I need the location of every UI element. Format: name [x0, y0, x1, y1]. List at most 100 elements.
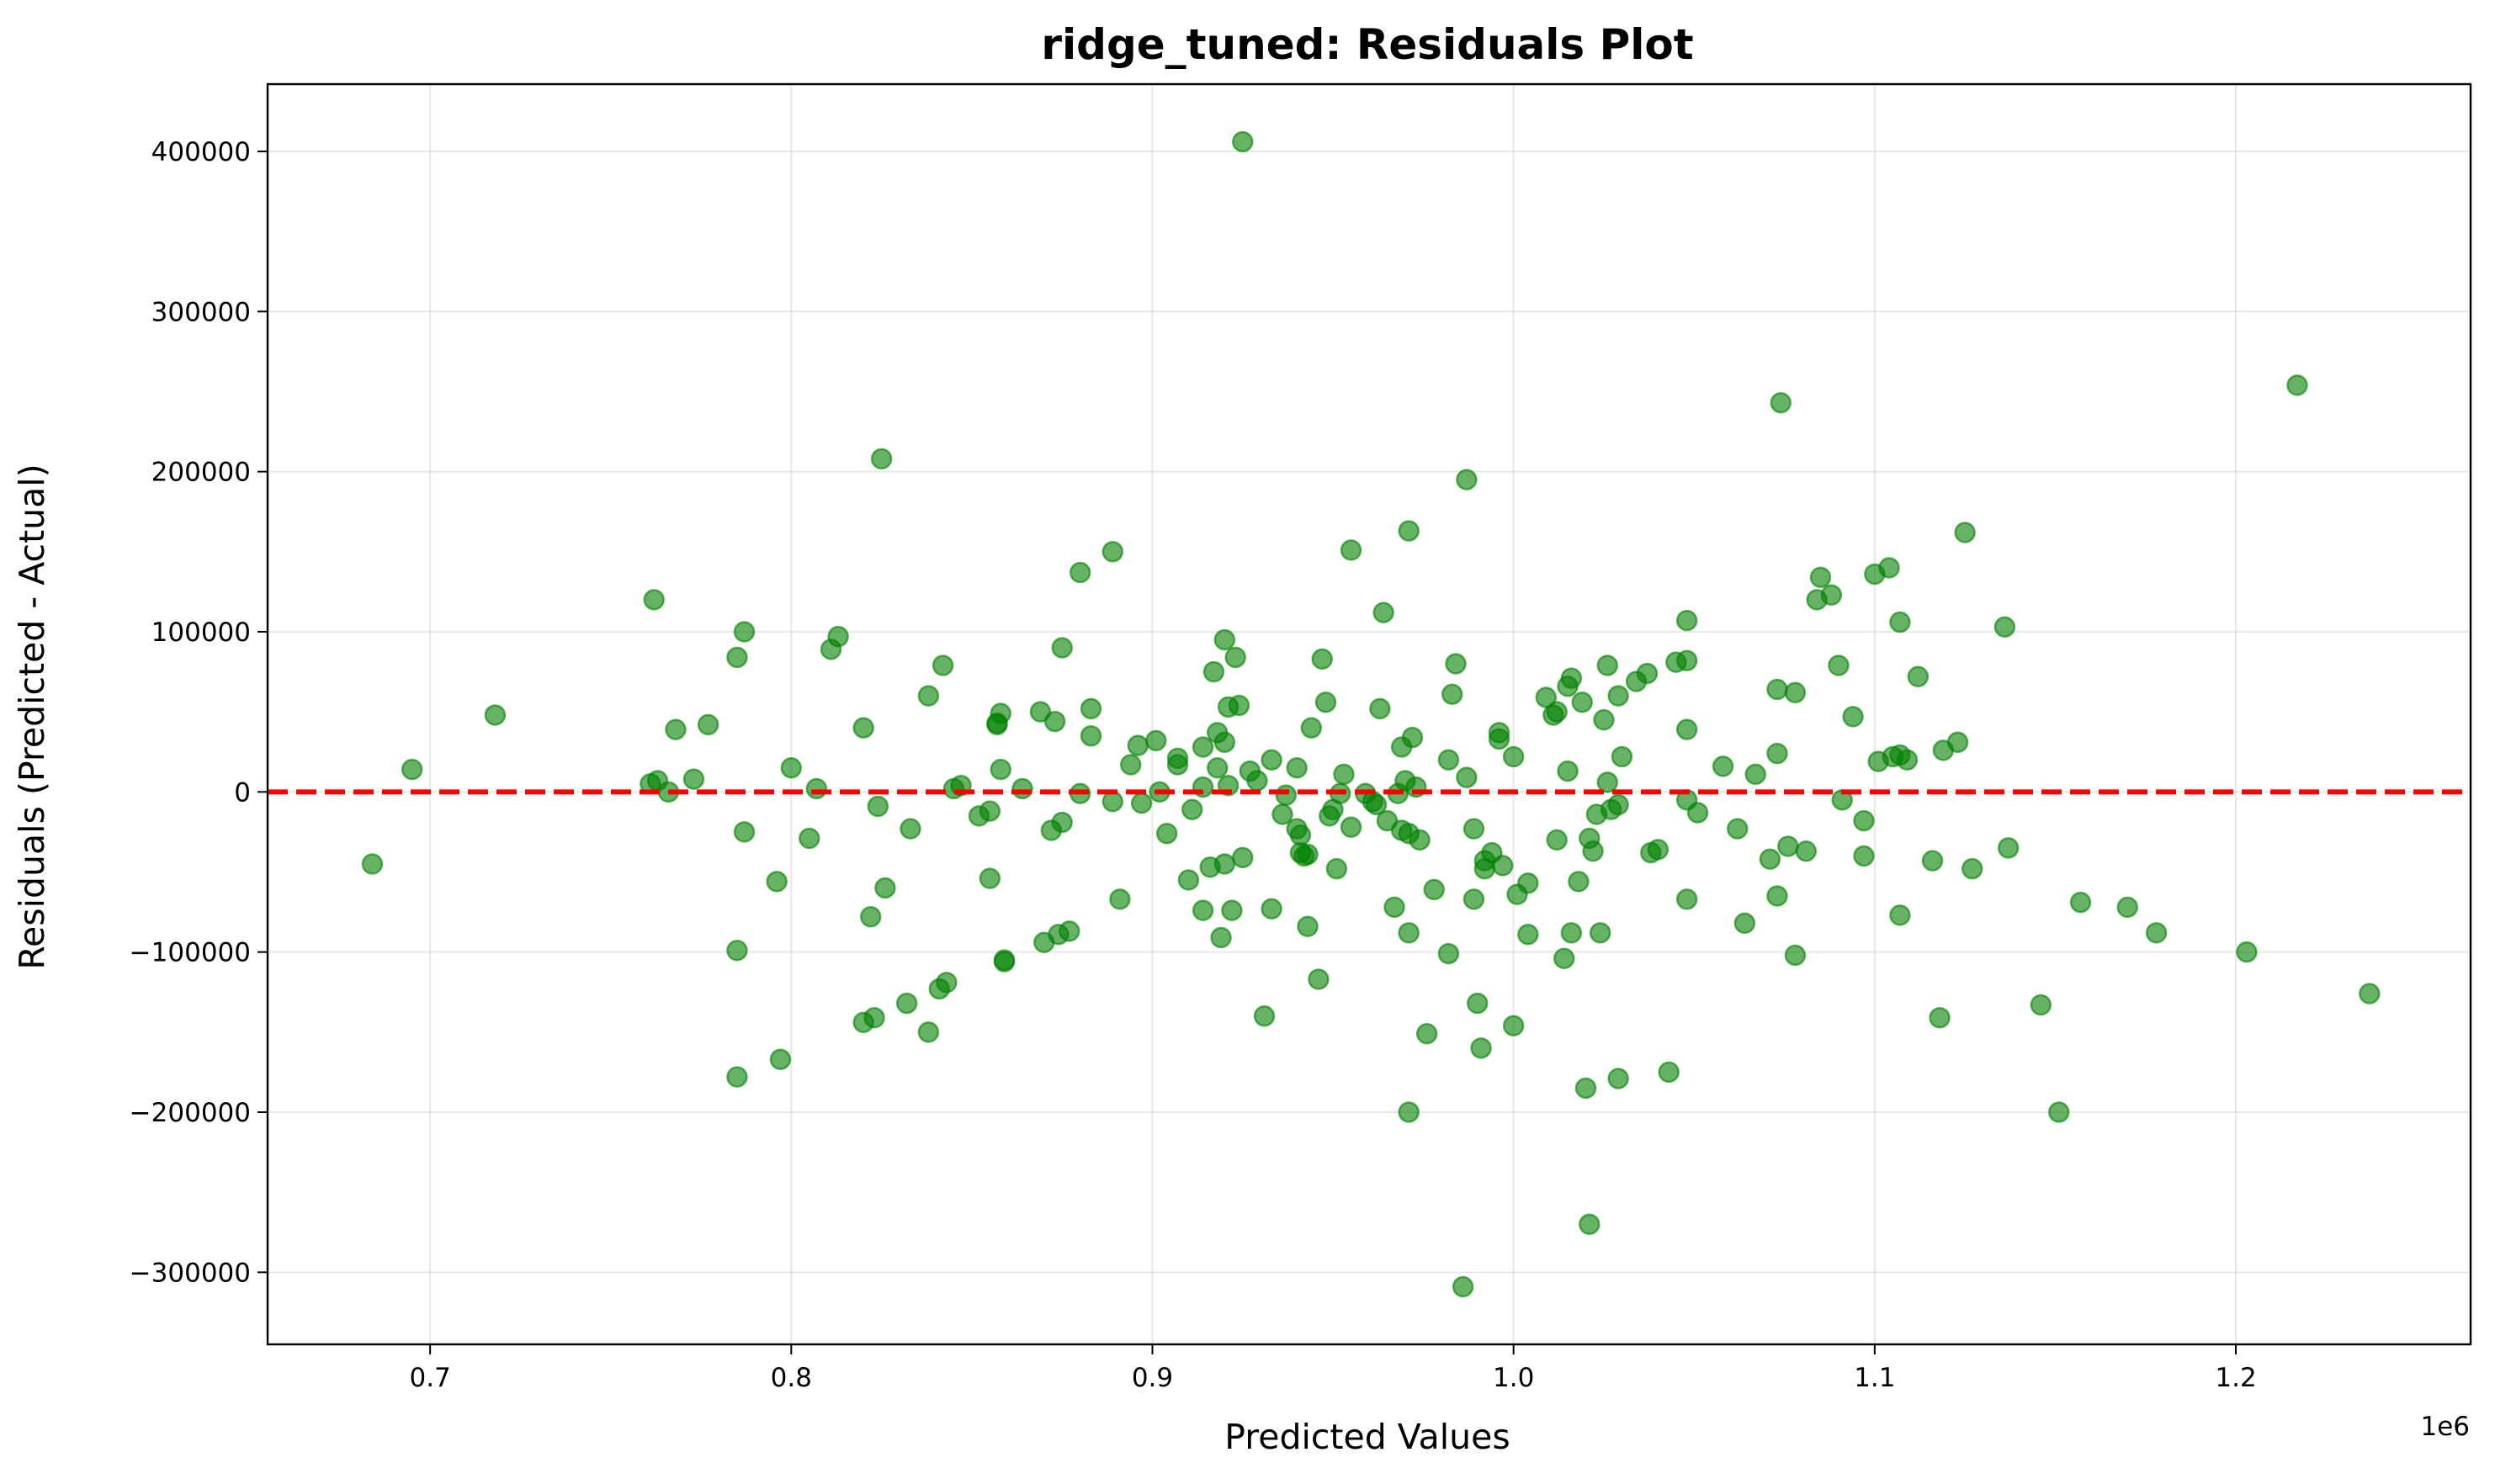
data-point: [726, 646, 748, 669]
plot-frame: [266, 82, 2472, 1346]
data-point: [1437, 749, 1460, 771]
data-point: [827, 625, 849, 648]
data-point: [2047, 1101, 2070, 1123]
data-point: [1686, 802, 1709, 824]
data-point: [1712, 755, 1734, 777]
data-point: [1127, 734, 1149, 756]
data-point: [1221, 899, 1243, 921]
data-point: [990, 702, 1011, 724]
data-point: [1383, 896, 1405, 919]
data-point: [1311, 648, 1333, 670]
data-point: [1119, 754, 1142, 776]
data-point: [726, 1066, 748, 1088]
data-point: [1647, 839, 1670, 861]
data-point: [1954, 522, 1976, 543]
data-point: [1011, 777, 1033, 800]
data-point: [1051, 811, 1073, 834]
data-point: [1517, 923, 1539, 946]
data-point: [1593, 708, 1615, 731]
data-point: [1961, 857, 1983, 880]
data-point: [1177, 869, 1200, 891]
y-tick-label: −200000: [130, 1098, 251, 1128]
data-point: [1340, 539, 1362, 561]
data-point: [1423, 878, 1446, 901]
data-point: [1921, 850, 1944, 872]
data-point: [1553, 947, 1575, 970]
data-point: [1571, 691, 1593, 713]
data-point: [1607, 1068, 1629, 1089]
data-point: [1889, 904, 1911, 926]
data-point: [1213, 628, 1236, 651]
data-point: [1069, 561, 1091, 584]
x-axis-title: Predicted Values: [1224, 1417, 1510, 1457]
x-tick-label: 1.0: [1493, 1363, 1534, 1393]
data-point: [1300, 717, 1323, 739]
data-point: [1733, 912, 1756, 935]
data-point: [1596, 771, 1619, 793]
data-point: [1206, 757, 1229, 779]
data-point: [643, 589, 665, 611]
y-tick-label: 0: [234, 777, 251, 808]
data-point: [1488, 728, 1510, 750]
data-point: [870, 448, 893, 470]
data-point: [1456, 469, 1478, 490]
data-point: [1145, 729, 1167, 752]
data-point: [1333, 763, 1355, 786]
x-tick-label: 0.8: [771, 1363, 812, 1393]
data-point: [1398, 1101, 1420, 1123]
y-tick-label: −100000: [130, 938, 251, 968]
data-point: [979, 867, 1001, 889]
data-point: [1130, 792, 1153, 814]
data-point: [1574, 1077, 1597, 1100]
data-point: [1452, 1275, 1474, 1298]
data-point: [766, 871, 788, 893]
x-tick-label: 0.9: [1132, 1363, 1173, 1393]
data-point: [1297, 915, 1319, 937]
data-point: [1155, 823, 1178, 845]
data-point: [1607, 793, 1629, 816]
data-point: [979, 800, 1001, 822]
data-point: [1213, 853, 1236, 875]
data-point: [1441, 683, 1463, 705]
data-point: [2359, 983, 2381, 1004]
data-point: [1560, 667, 1583, 689]
data-point: [1415, 1022, 1438, 1045]
data-point: [874, 877, 896, 899]
data-point: [1997, 837, 2020, 859]
data-point: [1232, 846, 1254, 869]
y-axis-ticks: −300000 −200000 −100000 0 100000 200000 300000…: [130, 137, 268, 1288]
x-axis-offset-text: 1e6: [2420, 1412, 2470, 1442]
data-point: [1246, 770, 1268, 792]
data-point: [1766, 678, 1788, 701]
data-point: [1181, 798, 1203, 821]
data-point: [1271, 803, 1293, 825]
data-point: [697, 713, 719, 736]
data-point: [863, 1006, 885, 1029]
data-point: [1261, 749, 1282, 771]
y-tick-label: 400000: [151, 137, 251, 167]
data-point: [1492, 855, 1514, 877]
data-point: [859, 906, 882, 928]
data-point: [1080, 697, 1102, 720]
x-tick-label: 1.2: [2215, 1363, 2256, 1393]
data-point: [1766, 742, 1788, 765]
data-point: [932, 655, 954, 676]
data-point: [1210, 926, 1232, 949]
data-point: [1946, 731, 1969, 754]
data-point: [1568, 871, 1590, 893]
data-point: [805, 777, 828, 800]
data-point: [1467, 992, 1489, 1015]
data-point: [1777, 835, 1799, 857]
x-tick-label: 1.1: [1854, 1363, 1895, 1393]
data-point: [1853, 809, 1875, 832]
data-point: [1896, 749, 1919, 771]
data-point: [1398, 922, 1420, 944]
data-point: [1759, 848, 1781, 871]
data-point: [733, 821, 756, 843]
data-point: [1051, 637, 1073, 659]
y-axis-title: Residuals (Predicted - Actual): [12, 464, 52, 969]
data-point: [1766, 885, 1788, 907]
data-point: [1166, 754, 1189, 776]
data-point: [1340, 816, 1362, 838]
data-point: [1809, 566, 1832, 589]
